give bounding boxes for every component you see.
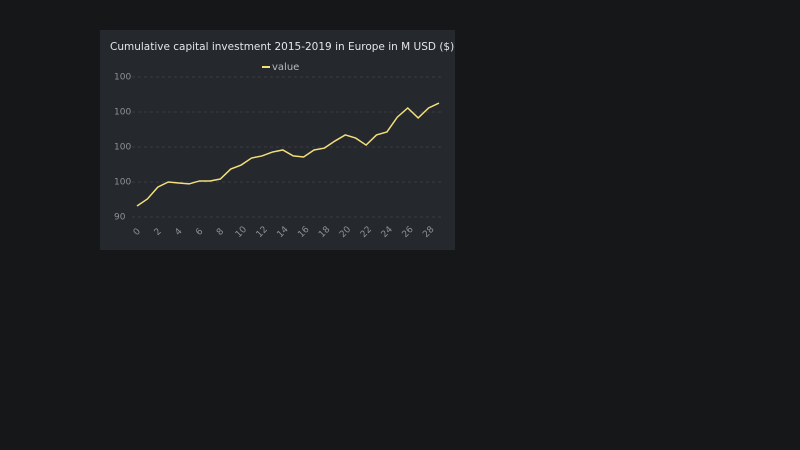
x-tick-label: 0 <box>132 227 143 238</box>
x-tick-label: 8 <box>215 227 226 238</box>
y-tick-label: 100 <box>114 178 131 188</box>
x-tick-label: 2 <box>153 227 164 238</box>
x-tick-label: 4 <box>173 227 184 238</box>
y-tick-label: 100 <box>114 143 131 153</box>
panel <box>100 30 455 250</box>
y-tick-label: 90 <box>114 213 126 223</box>
y-tick-label: 100 <box>114 73 131 83</box>
line <box>136 102 440 207</box>
chart-title: Cumulative capital investment 2015-2019 … <box>110 41 454 53</box>
legend-label: value <box>272 62 299 73</box>
x-tick-label: 6 <box>194 227 205 238</box>
y-tick-label: 100 <box>114 108 131 118</box>
